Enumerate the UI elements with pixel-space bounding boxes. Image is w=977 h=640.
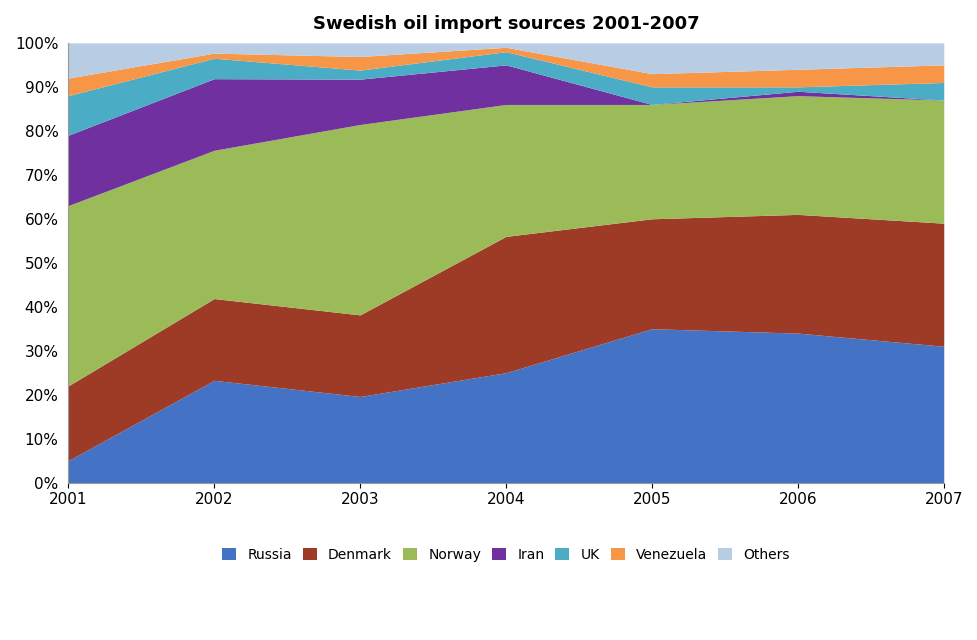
- Title: Swedish oil import sources 2001-2007: Swedish oil import sources 2001-2007: [313, 15, 699, 33]
- Legend: Russia, Denmark, Norway, Iran, UK, Venezuela, Others: Russia, Denmark, Norway, Iran, UK, Venez…: [217, 542, 794, 568]
